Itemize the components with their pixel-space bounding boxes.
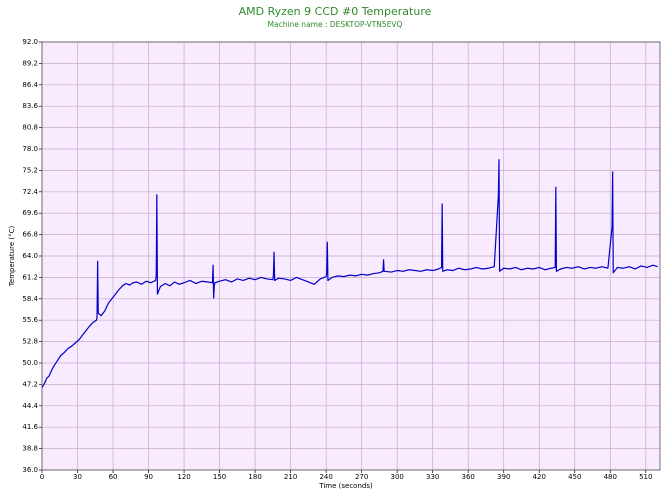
x-tick-label: 0: [40, 473, 44, 481]
x-tick-label: 120: [177, 473, 190, 481]
x-tick-label: 150: [213, 473, 226, 481]
x-tick-label: 30: [73, 473, 82, 481]
x-tick-label: 300: [390, 473, 403, 481]
y-axis-label: Temperature (°C): [8, 226, 16, 288]
y-tick-label: 83.6: [22, 102, 38, 110]
y-tick-label: 61.2: [22, 273, 38, 281]
x-tick-label: 210: [284, 473, 297, 481]
y-tick-label: 66.8: [22, 231, 38, 239]
x-tick-label: 510: [639, 473, 652, 481]
x-tick-label: 240: [319, 473, 332, 481]
x-tick-label: 60: [109, 473, 118, 481]
y-tick-label: 38.8: [22, 445, 38, 453]
y-tick-label: 69.6: [22, 209, 38, 217]
y-tick-label: 50.0: [22, 359, 38, 367]
y-tick-label: 64.0: [22, 252, 38, 260]
x-tick-label: 180: [248, 473, 261, 481]
x-axis-label: Time (seconds): [318, 482, 373, 490]
y-tick-label: 80.8: [22, 124, 38, 132]
y-tick-label: 36.0: [22, 466, 38, 474]
y-tick-label: 41.6: [22, 423, 38, 431]
x-tick-label: 390: [497, 473, 510, 481]
y-tick-label: 58.4: [22, 295, 38, 303]
y-tick-label: 44.4: [22, 402, 38, 410]
y-tick-label: 78.0: [22, 145, 38, 153]
y-tick-label: 86.4: [22, 81, 38, 89]
y-tick-label: 47.2: [22, 380, 38, 388]
x-tick-label: 420: [533, 473, 546, 481]
plot-frame: [41, 41, 661, 471]
x-tick-label: 330: [426, 473, 439, 481]
x-tick-label: 270: [355, 473, 368, 481]
x-tick-label: 90: [144, 473, 153, 481]
x-tick-label: 450: [568, 473, 581, 481]
x-tick-label: 480: [604, 473, 617, 481]
y-tick-label: 55.6: [22, 316, 38, 324]
y-tick-label: 89.2: [22, 59, 38, 67]
chart-title: AMD Ryzen 9 CCD #0 Temperature: [239, 5, 432, 18]
temperature-line: [41, 159, 658, 388]
y-tick-label: 72.4: [22, 188, 38, 196]
y-tick-label: 92.0: [22, 38, 38, 46]
chart-subtitle: Machine name : DESKTOP-VTN5EVQ: [268, 20, 403, 29]
x-tick-label: 360: [462, 473, 475, 481]
y-tick-label: 75.2: [22, 166, 38, 174]
y-tick-label: 52.8: [22, 338, 38, 346]
